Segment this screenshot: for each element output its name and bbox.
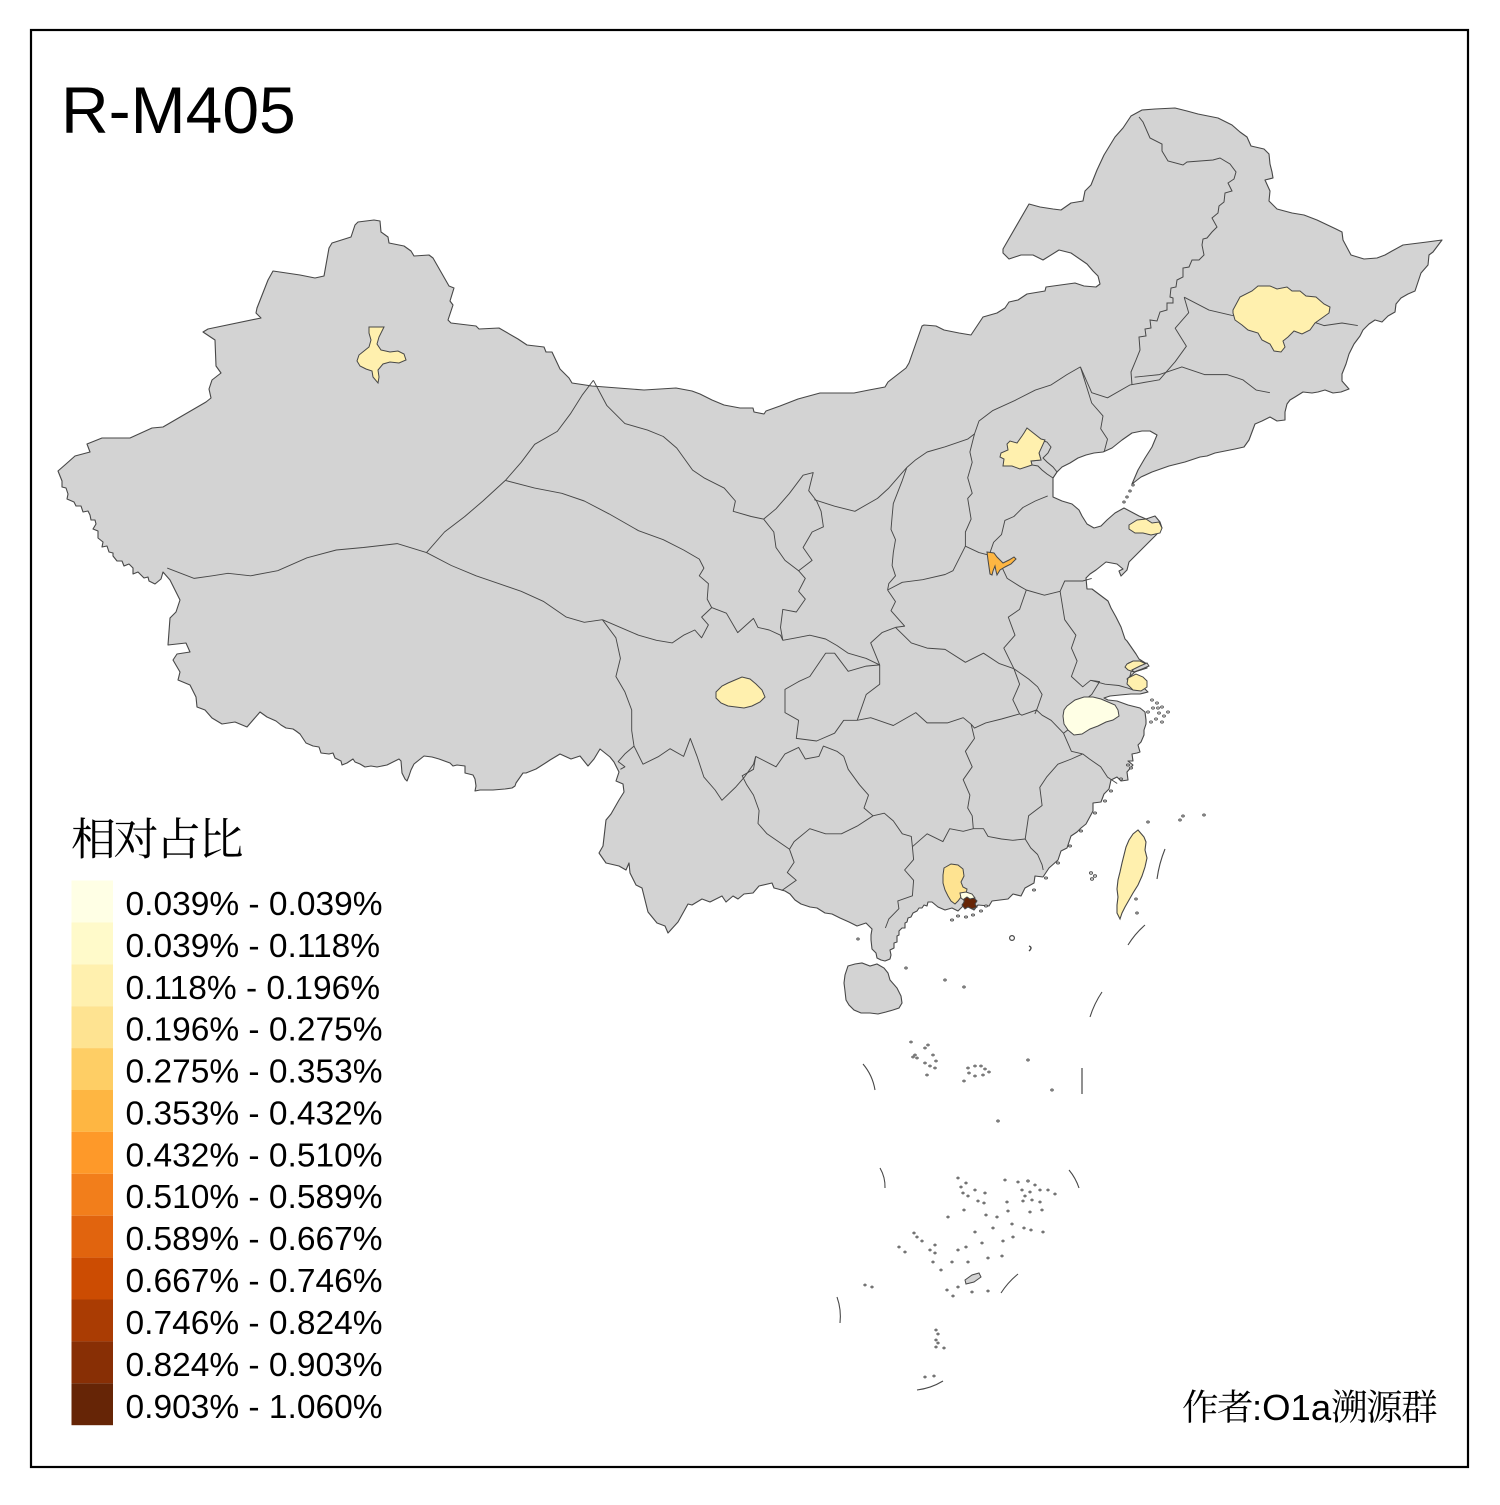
svg-text:0.039% - 0.039%: 0.039% - 0.039%: [126, 886, 383, 923]
svg-text:0.275% - 0.353%: 0.275% - 0.353%: [126, 1054, 383, 1091]
svg-text::O1a: :O1a: [1252, 1387, 1332, 1428]
svg-text:0.118% - 0.196%: 0.118% - 0.196%: [126, 970, 381, 1007]
svg-text:0.510% - 0.589%: 0.510% - 0.589%: [126, 1179, 383, 1216]
svg-text:R-M405: R-M405: [61, 73, 296, 147]
svg-text:0.432% - 0.510%: 0.432% - 0.510%: [126, 1137, 383, 1174]
svg-text:0.196% - 0.275%: 0.196% - 0.275%: [126, 1012, 383, 1049]
svg-text:0.746% - 0.824%: 0.746% - 0.824%: [126, 1305, 383, 1342]
svg-text:0.353% - 0.432%: 0.353% - 0.432%: [126, 1096, 383, 1133]
svg-text:0.589% - 0.667%: 0.589% - 0.667%: [126, 1221, 383, 1258]
svg-text:0.903% - 1.060%: 0.903% - 1.060%: [126, 1389, 383, 1426]
svg-text:0.667% - 0.746%: 0.667% - 0.746%: [126, 1263, 383, 1300]
svg-text:0.039% - 0.118%: 0.039% - 0.118%: [126, 928, 381, 965]
svg-text:0.824% - 0.903%: 0.824% - 0.903%: [126, 1347, 383, 1384]
